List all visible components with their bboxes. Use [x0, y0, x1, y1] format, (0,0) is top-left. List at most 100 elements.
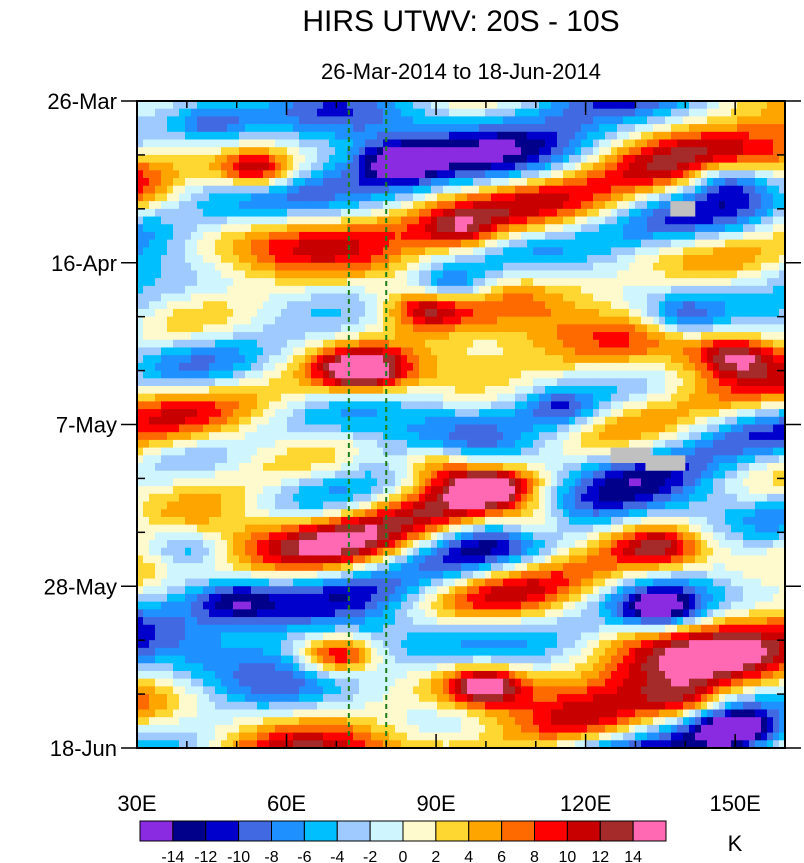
field-cell [365, 308, 372, 318]
field-cell [173, 270, 180, 279]
field-cell [287, 447, 294, 456]
field-cell [653, 308, 660, 318]
field-cell [341, 378, 348, 387]
field-cell [527, 293, 534, 302]
field-cell [197, 278, 204, 287]
field-cell [401, 339, 408, 349]
field-cell [653, 324, 660, 333]
field-cell [173, 201, 180, 210]
field-cell [419, 362, 426, 372]
field-cell [317, 416, 324, 426]
field-cell [515, 116, 522, 125]
field-cell [575, 101, 582, 110]
field-cell [161, 108, 168, 117]
field-cell [191, 278, 198, 287]
field-cell [479, 316, 486, 325]
field-cell [677, 108, 684, 117]
field-cell [647, 131, 654, 141]
field-cell [359, 193, 366, 202]
field-cell [329, 293, 336, 302]
field-cell [359, 124, 366, 133]
field-cell [251, 255, 258, 264]
field-cell [563, 170, 570, 179]
field-cell [743, 216, 750, 225]
field-cell [635, 378, 642, 387]
field-cell [323, 208, 330, 218]
field-cell [329, 385, 336, 395]
field-cell [545, 447, 552, 456]
field-cell [467, 216, 474, 225]
field-cell [767, 270, 774, 279]
field-cell [281, 185, 288, 195]
field-cell [479, 201, 486, 210]
field-cell [371, 185, 378, 195]
field-cell [299, 108, 306, 117]
field-cell [191, 401, 198, 410]
field-cell [257, 201, 264, 210]
field-cell [527, 185, 534, 195]
field-cell [647, 439, 654, 449]
field-cell [419, 355, 426, 364]
field-cell [221, 185, 228, 195]
field-cell [521, 116, 528, 125]
field-cell [545, 301, 552, 310]
field-cell [215, 101, 222, 110]
field-cell [635, 332, 642, 341]
field-cell [713, 278, 720, 287]
field-cell [437, 116, 444, 125]
field-cell [299, 455, 306, 464]
field-cell [173, 339, 180, 349]
field-cell [245, 262, 252, 272]
field-cell [707, 193, 714, 202]
field-cell [281, 455, 288, 464]
field-cell [395, 139, 402, 148]
field-cell [605, 216, 612, 225]
field-cell [341, 347, 348, 356]
field-cell [155, 278, 162, 287]
field-cell [137, 208, 144, 218]
field-cell [317, 339, 324, 349]
field-cell [641, 432, 648, 441]
field-cell [485, 285, 492, 295]
field-cell [395, 362, 402, 372]
field-cell [647, 316, 654, 325]
field-cell [221, 339, 228, 349]
field-cell [473, 332, 480, 341]
field-cell [605, 416, 612, 426]
field-cell [251, 131, 258, 141]
field-cell [353, 278, 360, 287]
field-cell [677, 385, 684, 395]
field-cell [413, 347, 420, 356]
field-cell [749, 362, 756, 372]
field-cell [701, 124, 708, 133]
field-cell [191, 224, 198, 233]
field-cell [137, 139, 144, 148]
field-cell [239, 131, 246, 141]
field-cell [215, 332, 222, 341]
field-cell [281, 308, 288, 318]
field-cell [773, 124, 780, 133]
field-cell [143, 201, 150, 210]
field-cell [437, 239, 444, 248]
field-cell [725, 185, 732, 195]
field-cell [497, 131, 504, 141]
field-cell [455, 378, 462, 387]
field-cell [413, 278, 420, 287]
field-cell [395, 409, 402, 418]
field-cell [569, 170, 576, 179]
field-cell [539, 162, 546, 171]
field-cell [167, 124, 174, 133]
field-cell [533, 339, 540, 349]
field-cell [245, 270, 252, 279]
field-cell [479, 293, 486, 302]
field-cell [443, 178, 450, 187]
field-cell [419, 170, 426, 179]
field-cell [305, 147, 312, 156]
field-cell [455, 432, 462, 441]
field-cell [551, 101, 558, 110]
field-cell [641, 285, 648, 295]
field-cell [467, 409, 474, 418]
field-cell [695, 262, 702, 272]
field-cell [719, 193, 726, 202]
field-cell [455, 139, 462, 148]
